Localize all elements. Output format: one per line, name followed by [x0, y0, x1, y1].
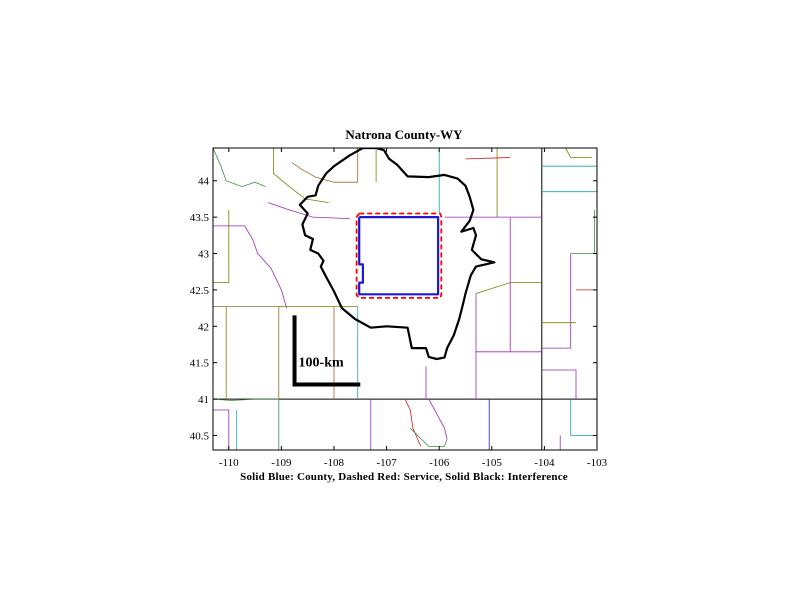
county-boundary-line: [475, 282, 542, 294]
county-boundary-line: [541, 253, 572, 349]
county-boundary-line: [509, 217, 542, 353]
x-tick-label: -109: [271, 457, 292, 469]
x-tick-label: -108: [324, 457, 345, 469]
y-tick-label: 41.5: [190, 358, 210, 370]
y-tick-label: 43.5: [190, 212, 210, 224]
series-layer: [298, 148, 496, 361]
plot-frame: [212, 147, 598, 451]
county-boundary-line: [213, 409, 230, 450]
county-boundary-line: [565, 148, 592, 158]
county-boundary-line: [410, 427, 448, 447]
county-boundary-line: [465, 157, 511, 160]
legend-caption: Solid Blue: County, Dashed Red: Service,…: [240, 471, 568, 483]
x-axis: -110 -109 -108 -107 -106 -105 -104 -103: [219, 148, 608, 469]
series-county-contour: [358, 216, 440, 296]
y-tick-label: 42: [198, 321, 209, 333]
county-boundary-line: [213, 148, 266, 188]
x-tick-label: -110: [219, 457, 239, 469]
scale-bar: 100-km: [292, 315, 361, 387]
series-service-contour: [355, 212, 443, 299]
x-tick-label: -107: [377, 457, 398, 469]
x-tick-label: -103: [587, 457, 608, 469]
y-tick-label: 44: [198, 176, 210, 188]
county-boundary-line: [213, 209, 230, 283]
county-boundary-line: [213, 225, 287, 309]
chart-title: Natrona County-WY: [345, 127, 463, 142]
county-boundary-line: [404, 398, 422, 447]
y-tick-label: 42.5: [190, 285, 210, 297]
county-boundary-line: [268, 202, 350, 219]
county-boundary-line: [570, 399, 595, 436]
county-boundary-line: [570, 209, 595, 254]
county-boundary-line: [559, 435, 595, 450]
county-boundary-line: [273, 148, 329, 203]
x-tick-label: -106: [429, 457, 450, 469]
county-boundary-line: [291, 148, 359, 183]
background-map-lines: [213, 148, 597, 450]
county-boundary-line: [541, 369, 577, 400]
scale-bar-label: 100-km: [299, 356, 344, 371]
x-tick-label: -104: [534, 457, 555, 469]
county-boundary-line: [213, 306, 280, 400]
x-tick-label: -105: [482, 457, 503, 469]
county-boundary-line: [428, 398, 448, 440]
y-tick-label: 41: [198, 394, 209, 406]
y-tick-label: 43: [198, 249, 210, 261]
y-axis: 44 43.5 43 42.5 42 41.5 41 40.5: [190, 176, 597, 442]
series-interference-contour: [298, 148, 496, 361]
county-boundary-line: [213, 398, 280, 450]
y-tick-label: 40.5: [190, 430, 210, 442]
scale-bar-line: [292, 315, 361, 387]
